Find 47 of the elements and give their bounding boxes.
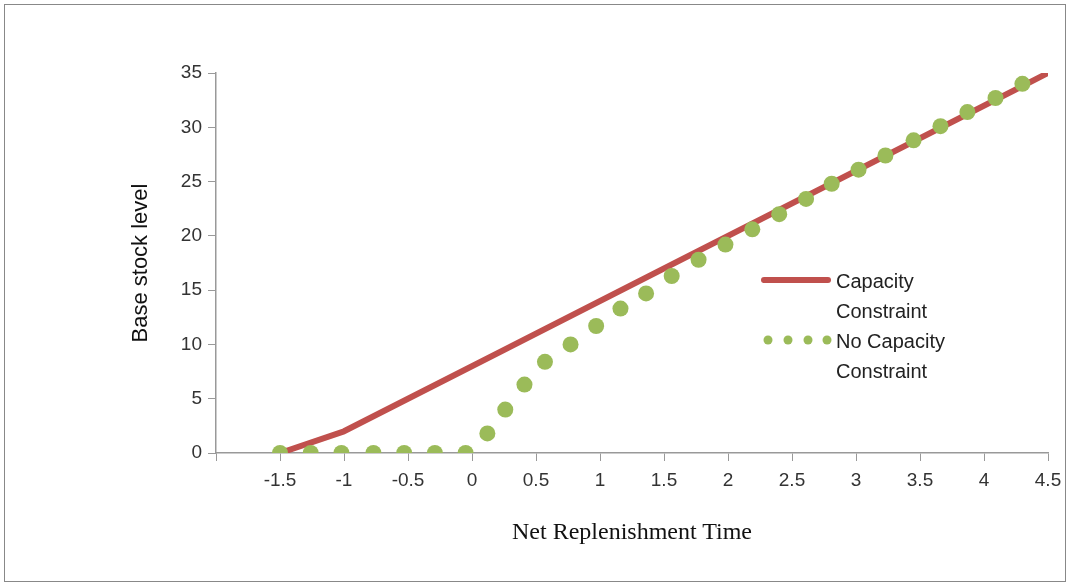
point — [771, 206, 788, 223]
point — [744, 221, 761, 238]
point — [877, 147, 894, 164]
y-tick-label: 20 — [180, 224, 202, 246]
x-tick-label: -1 — [335, 468, 353, 490]
point — [690, 251, 707, 268]
x-tick-label: 0 — [466, 468, 478, 490]
x-tick-label: 0.5 — [522, 468, 550, 490]
x-tick-label: -1.5 — [263, 468, 297, 490]
point — [562, 336, 579, 353]
point — [959, 104, 976, 121]
y-tick-label: 10 — [180, 332, 202, 354]
x-tick-label: 2 — [722, 468, 734, 490]
y-tick-label: 0 — [191, 441, 202, 463]
point — [536, 353, 553, 370]
x-tick-label: 3.5 — [906, 468, 934, 490]
point — [850, 161, 867, 178]
y-tick-label: 35 — [180, 61, 202, 83]
point — [798, 190, 815, 207]
point — [1014, 75, 1031, 92]
y-tick-label: 15 — [180, 278, 202, 300]
point — [638, 285, 655, 302]
point — [497, 401, 514, 418]
x-tick-label: 4.5 — [1034, 468, 1062, 490]
point — [717, 236, 734, 253]
point — [987, 89, 1004, 106]
legend-label: No Capacity Constraint — [836, 329, 946, 384]
y-tick-label: 25 — [180, 169, 202, 191]
point — [516, 376, 533, 393]
x-tick-label: -0.5 — [391, 468, 425, 490]
x-tick-label: 3 — [850, 468, 862, 490]
y-tick-label: 5 — [191, 386, 202, 408]
y-axis-title: Base stock level — [127, 183, 153, 343]
point — [479, 425, 496, 442]
x-tick-label: 1 — [594, 468, 606, 490]
point — [612, 300, 629, 317]
y-tick-label: 30 — [180, 115, 202, 137]
x-tick-label: 2.5 — [778, 468, 806, 490]
point — [932, 118, 949, 135]
x-tick-label: 1.5 — [650, 468, 678, 490]
point — [905, 132, 922, 149]
point — [663, 268, 680, 285]
x-tick-label: 4 — [978, 468, 990, 490]
point — [588, 317, 605, 334]
x-axis-title: Net Replenishment Time — [512, 517, 752, 544]
legend-label: Capacity Constraint — [836, 269, 929, 324]
point — [823, 175, 840, 192]
